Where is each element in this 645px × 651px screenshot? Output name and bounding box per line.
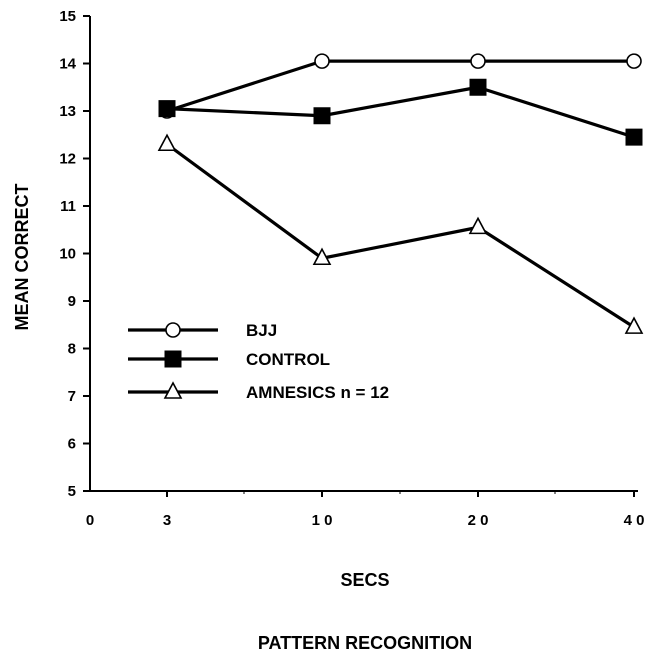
data-point xyxy=(313,107,331,125)
y-axis-label: MEAN CORRECT xyxy=(12,183,32,330)
chart-series xyxy=(157,53,644,334)
chart-legend: BJJ CONTROL AMNESICS n = 12 xyxy=(128,321,389,402)
y-tick-label: 13 xyxy=(59,103,76,120)
data-point xyxy=(312,247,332,266)
series-line xyxy=(166,142,635,329)
series-1 xyxy=(159,53,642,119)
series-2 xyxy=(158,78,643,146)
x-axis-label: SECS xyxy=(340,570,389,590)
data-point xyxy=(157,133,177,152)
y-axis-ticks: 5 6 7 8 9 10 11 12 13 14 15 xyxy=(59,8,90,500)
y-tick-label: 14 xyxy=(59,56,76,73)
series-line xyxy=(166,85,635,139)
series-line xyxy=(166,59,634,113)
x-tick-label: 4 0 xyxy=(624,512,645,529)
y-tick-label: 7 xyxy=(68,388,76,405)
legend-marker xyxy=(164,350,182,368)
y-tick-label: 15 xyxy=(59,8,76,25)
y-tick-label: 10 xyxy=(59,246,76,263)
legend-label: AMNESICS n = 12 xyxy=(246,383,389,402)
chart-title: PATTERN RECOGNITION xyxy=(258,633,472,651)
legend-marker xyxy=(165,322,181,338)
legend-item: BJJ xyxy=(128,321,277,340)
legend-label: CONTROL xyxy=(246,350,330,369)
y-tick-label: 5 xyxy=(68,483,76,500)
data-point xyxy=(468,216,488,235)
y-tick-label: 12 xyxy=(59,151,76,168)
data-point xyxy=(625,128,643,146)
x-axis-ticks: 0 3 1 0 2 0 4 0 xyxy=(86,491,645,529)
chart-axes xyxy=(89,16,638,492)
data-point xyxy=(624,316,644,334)
legend-label: BJJ xyxy=(246,321,277,340)
x-tick-label: 1 0 xyxy=(312,512,333,529)
legend-item: CONTROL xyxy=(128,350,330,369)
data-point xyxy=(158,100,176,118)
data-point xyxy=(469,78,487,96)
series-3 xyxy=(157,133,644,334)
x-tick-label: 3 xyxy=(163,512,171,529)
data-point xyxy=(314,53,330,69)
y-tick-label: 11 xyxy=(60,198,76,215)
y-tick-label: 8 xyxy=(68,341,76,358)
legend-marker xyxy=(163,381,183,399)
x-tick-label: 0 xyxy=(86,512,94,529)
y-tick-label: 6 xyxy=(68,436,76,453)
x-tick-label: 2 0 xyxy=(468,512,489,529)
data-point xyxy=(470,53,486,69)
y-tick-label: 9 xyxy=(68,293,76,310)
legend-item: AMNESICS n = 12 xyxy=(128,381,389,402)
data-point xyxy=(626,53,642,69)
